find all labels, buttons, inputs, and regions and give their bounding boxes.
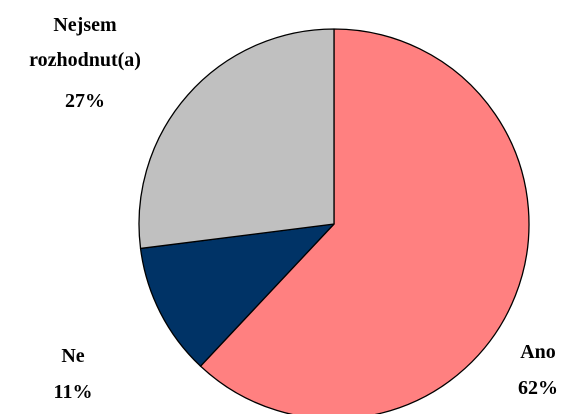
label-ano-name: Ano (520, 341, 556, 363)
label-ne-name: Ne (61, 345, 84, 367)
pie-slice-nejsem-rozhodnut-a (138, 28, 335, 250)
label-nejsem-line2: rozhodnut(a) (29, 49, 141, 71)
label-ano-pct: 62% (518, 377, 558, 399)
pie-slice-ne (139, 223, 335, 367)
label-nejsem-line1: Nejsem (53, 14, 117, 36)
label-nejsem-pct: 27% (65, 90, 105, 112)
pie-slice-ano (199, 28, 530, 414)
label-ne-pct: 11% (54, 381, 93, 403)
pie-slices (138, 28, 530, 414)
